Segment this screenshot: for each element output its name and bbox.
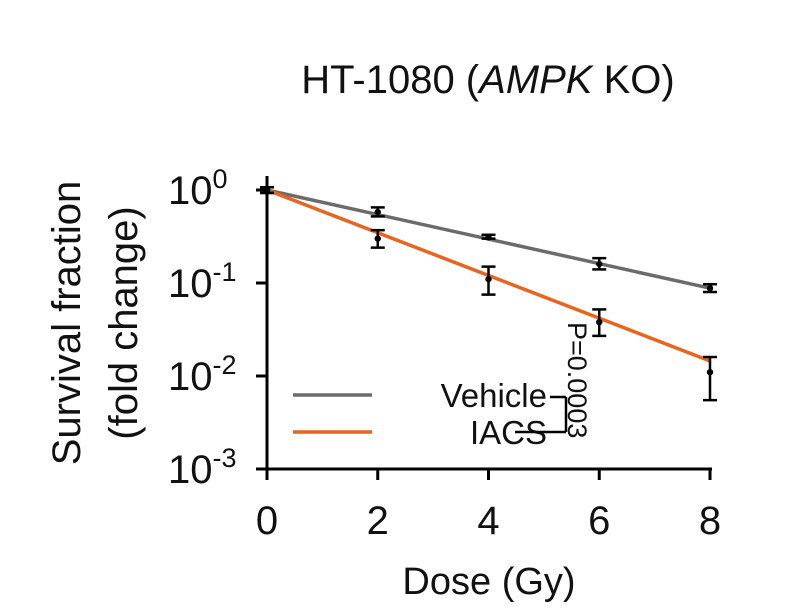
legend-label-vehicle: Vehicle: [441, 377, 547, 414]
y-tick-exponent: -2: [213, 350, 237, 380]
p-value-bracket: [515, 395, 568, 434]
error-bars: [260, 186, 717, 402]
x-tick-label: 0: [256, 499, 278, 543]
y-tick-exponent: -1: [213, 257, 237, 287]
y-tick-label: 10-1: [168, 257, 237, 306]
y-tick-exponent: 0: [213, 164, 228, 194]
data-point-vehicle: [706, 284, 714, 292]
data-point-vehicle: [485, 234, 492, 241]
y-tick-label: 10-3: [168, 443, 237, 492]
y-tick-base: 10: [168, 355, 213, 399]
data-point-vehicle: [596, 260, 603, 268]
y-tick-base: 10: [168, 169, 213, 213]
y-tick-label: 10-2: [168, 350, 237, 399]
data-point-iacs: [706, 368, 714, 376]
x-axis-label: Dose (Gy): [402, 561, 575, 603]
x-tick-label: 2: [367, 499, 389, 543]
data-point-iacs: [485, 275, 492, 283]
x-tick-label: 4: [477, 499, 499, 543]
chart-title: HT-1080 (AMPK KO): [301, 58, 674, 102]
y-tick-base: 10: [168, 262, 213, 306]
data-point-iacs: [263, 186, 271, 194]
p-value-annotation: P=0.0003: [562, 322, 592, 438]
data-point-iacs: [596, 318, 603, 326]
y-axis-label-line2: (fold change): [102, 206, 146, 439]
data-point-iacs: [374, 235, 381, 242]
y-tick-exponent: -3: [213, 443, 237, 473]
x-tick-label: 6: [588, 499, 610, 543]
y-tick-label: 100: [168, 164, 228, 213]
y-axis-label-line1: Survival fraction: [45, 181, 89, 466]
data-point-vehicle: [374, 208, 381, 216]
x-tick-label: 8: [699, 499, 721, 543]
data-points: [263, 186, 714, 376]
y-tick-base: 10: [168, 448, 213, 492]
